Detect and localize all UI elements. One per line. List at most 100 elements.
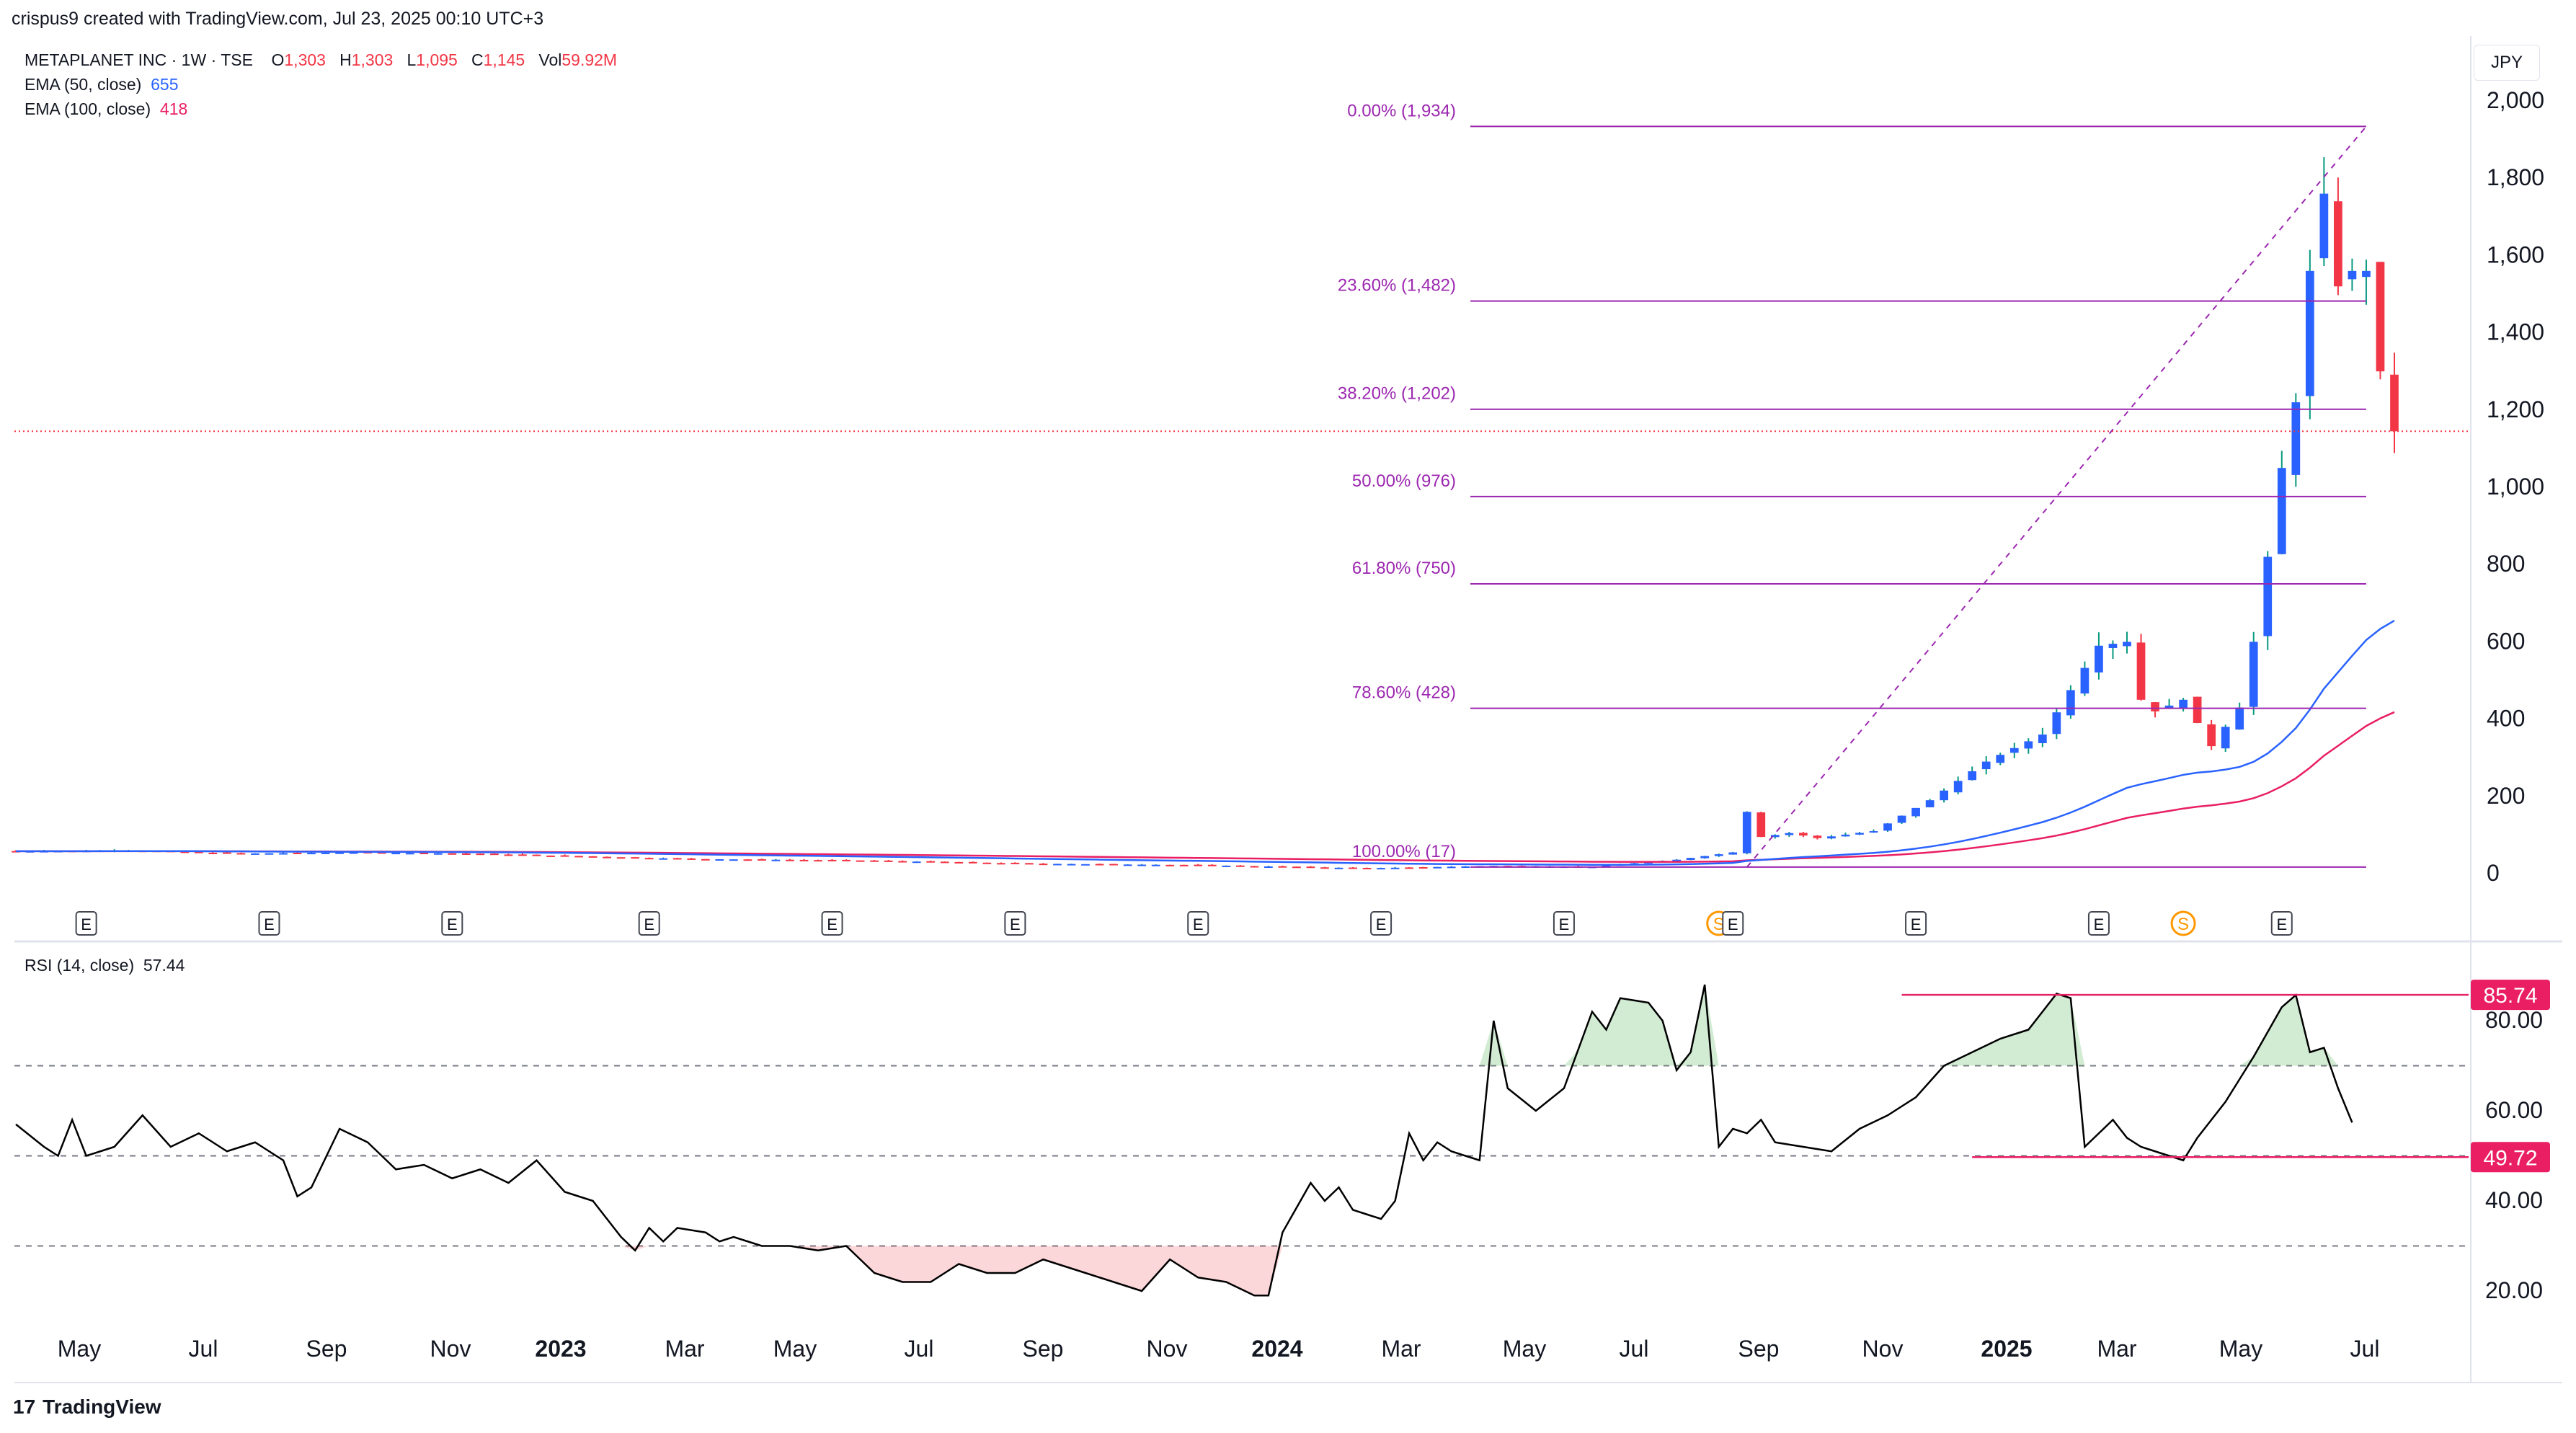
candle-body (954, 861, 964, 864)
rsi-oversold-fill (1099, 1246, 1114, 1282)
candle-body (2277, 468, 2286, 554)
price-tick-label: 600 (2487, 628, 2525, 654)
candle-body (1264, 866, 1273, 868)
published-caption: crispus9 created with TradingView.com, J… (12, 9, 544, 29)
rsi-legend[interactable]: RSI (14, close) 57.44 (25, 956, 185, 975)
event-label: S (1713, 915, 1725, 934)
event-label: E (1376, 915, 1387, 933)
candle-body (1644, 861, 1653, 864)
event-label: E (2094, 915, 2105, 933)
open-value: 1,303 (284, 50, 326, 69)
candle-body (870, 860, 879, 862)
tradingview-mark-icon: 17 (13, 1396, 36, 1418)
rsi-oversold-fill (1170, 1246, 1184, 1269)
candle-body (223, 852, 231, 854)
ema50-legend[interactable]: EMA (50, close) 655 (25, 75, 179, 94)
candle-body (293, 853, 302, 855)
time-tick-label: 2025 (1981, 1336, 2032, 1362)
candle-body (1165, 864, 1175, 866)
candle-body (1686, 858, 1695, 860)
rsi-oversold-fill (1212, 1246, 1227, 1282)
candle-body (1235, 865, 1245, 867)
tradingview-logo[interactable]: 17 TradingView (13, 1396, 161, 1419)
candle-body (2305, 270, 2314, 396)
fib-level-label: 23.60% (1,482) (1338, 276, 1456, 296)
fib-level-label: 78.60% (428) (1352, 683, 1456, 703)
candle-body (856, 860, 865, 862)
candle-body (2319, 193, 2329, 259)
candle-body (1981, 761, 1991, 770)
event-label: E (2276, 915, 2287, 933)
earnings-event-icon (638, 911, 660, 936)
candle-body (1095, 864, 1104, 866)
candle-body (1968, 771, 1977, 781)
symbol-name[interactable]: METAPLANET INC · 1W · TSE (25, 50, 253, 69)
time-tick-label: Sep (1023, 1336, 1064, 1362)
split-event-icon (2170, 910, 2196, 936)
candle-body (827, 859, 837, 861)
rsi-marker-badge (2471, 1142, 2550, 1173)
candle-body (1418, 867, 1428, 869)
time-tick-label: May (2219, 1336, 2262, 1362)
rsi-oversold-fill (1183, 1246, 1199, 1278)
rsi-overbought-fill (1648, 1003, 1663, 1066)
ema100-legend[interactable]: EMA (100, close) 418 (25, 99, 187, 119)
rsi-oversold-fill (1254, 1246, 1269, 1296)
candle-body (1377, 868, 1385, 870)
rsi-overbought-fill (2253, 1032, 2268, 1066)
rsi-overbought-fill (1972, 1045, 1986, 1066)
candle-body (335, 852, 344, 854)
rsi-oversold-fill (860, 1246, 875, 1273)
rsi-oversold-fill (1000, 1246, 1016, 1273)
price-tick-label: 200 (2487, 783, 2525, 809)
rsi-oversold-fill (1226, 1246, 1240, 1289)
candle-body (743, 859, 752, 861)
fib-level-label: 61.80% (750) (1352, 559, 1456, 578)
candle-body (2334, 201, 2342, 287)
candle-body (1207, 864, 1217, 866)
rsi-oversold-fill (1071, 1246, 1086, 1273)
rsi-oversold-fill (1127, 1246, 1142, 1291)
earnings-event-icon (2270, 911, 2293, 936)
fib-level-label: 50.00% (976) (1352, 471, 1456, 491)
candle-body (1770, 835, 1780, 838)
rsi-overbought-fill (2000, 1034, 2015, 1066)
candle-body (1841, 834, 1850, 837)
candle-body (265, 853, 274, 855)
candle-body (1461, 866, 1470, 868)
time-tick-label: Nov (1862, 1336, 1904, 1362)
candle-body (968, 861, 977, 864)
candle-body (1996, 755, 2005, 763)
candle-body (180, 851, 190, 853)
candle-body (2376, 262, 2385, 372)
candle-body (1799, 833, 1808, 836)
candle-body (644, 858, 654, 860)
rsi-oversold-fill (1155, 1246, 1171, 1276)
currency-button[interactable]: JPY (2474, 45, 2540, 81)
candle-body (518, 854, 527, 856)
ema100-line (15, 711, 2395, 863)
rsi-value: 57.44 (143, 956, 185, 975)
event-label: S (2177, 915, 2189, 934)
vol-value: 59.92M (561, 50, 618, 69)
ema50-line (15, 619, 2395, 866)
candle-body (2235, 707, 2244, 730)
candle-body (912, 861, 921, 864)
symbol-legend: METAPLANET INC · 1W · TSE O1,303 H1,303 … (25, 50, 617, 70)
rsi-overbought-fill (2028, 1011, 2043, 1066)
earnings-event-icon (1004, 911, 1026, 936)
rsi-overbought-fill (1578, 1011, 1592, 1066)
candle-body (349, 852, 358, 854)
candle-body (1306, 866, 1315, 869)
candle-body (2362, 270, 2371, 278)
candle-body (1362, 868, 1372, 870)
rsi-overbought-fill (2309, 1047, 2324, 1066)
rsi-oversold-fill (874, 1246, 889, 1278)
candle-body (405, 853, 414, 855)
rsi-oversold-fill (1198, 1246, 1212, 1280)
candle-body (2066, 690, 2075, 716)
price-tick-label: 1,600 (2487, 241, 2544, 267)
candle-body (1602, 865, 1611, 867)
